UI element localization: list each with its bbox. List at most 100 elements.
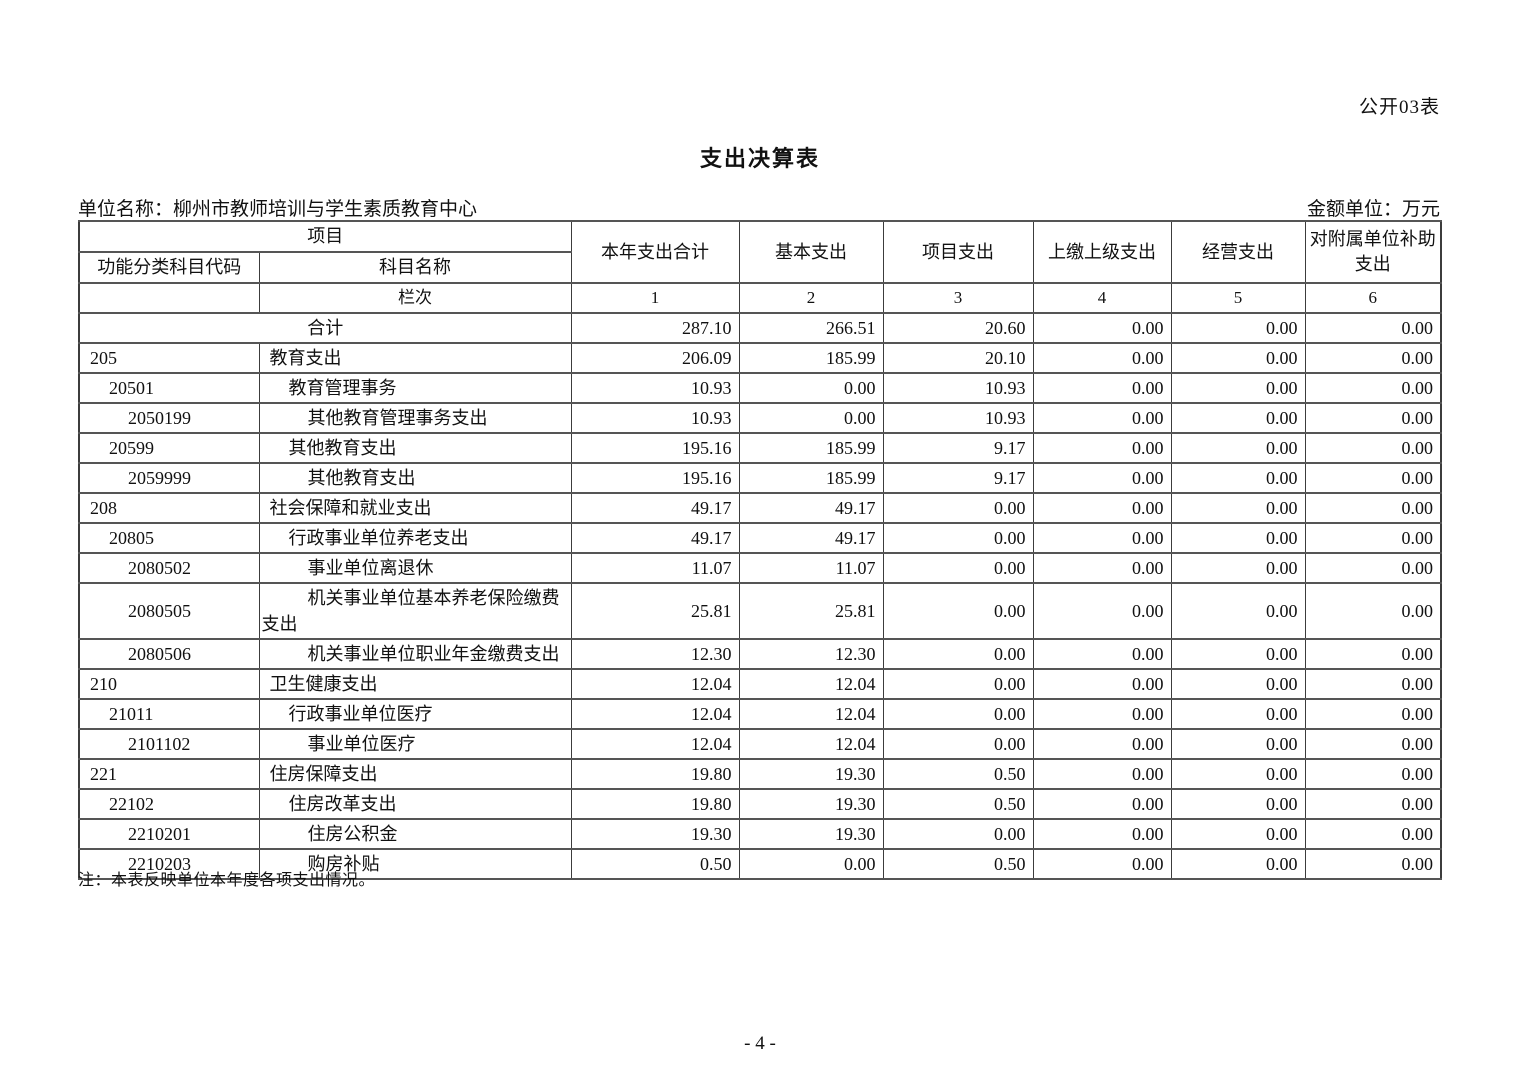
lanci-col-6: 6	[1304, 282, 1442, 314]
cell-value: 0.50	[570, 848, 740, 880]
cell-value: 0.00	[1032, 758, 1172, 790]
cell-value: 0.00	[1032, 728, 1172, 760]
table-row: 2210203 购房补贴 0.50 0.00 0.50 0.00 0.00 0.00	[78, 848, 1442, 880]
table-row: 20501 教育管理事务 10.93 0.00 10.93 0.00 0.00 0.00	[78, 372, 1442, 404]
cell-code: 2210201	[78, 818, 260, 850]
cell-value: 185.99	[738, 432, 884, 464]
cell-value: 0.00	[1170, 342, 1306, 374]
form-code: 公开03表	[1358, 97, 1440, 118]
header-col-basic: 基本支出	[738, 220, 884, 284]
cell-value: 12.04	[738, 728, 884, 760]
table-row: 20805 行政事业单位养老支出 49.17 49.17 0.00 0.00 0.00 0.0…	[78, 522, 1442, 554]
table-row: 20599 其他教育支出 195.16 185.99 9.17 0.00 0.00 0.00	[78, 432, 1442, 464]
cell-name: 住房改革支出	[258, 788, 572, 820]
cell-value: 19.80	[570, 788, 740, 820]
cell-value: 25.81	[738, 582, 884, 640]
table-row: 合计 287.10 266.51 20.60 0.00 0.00 0.00	[78, 312, 1442, 344]
cell-code: 22102	[78, 788, 260, 820]
cell-value: 0.00	[1032, 462, 1172, 494]
cell-value: 0.50	[882, 848, 1034, 880]
footnote: 注：本表反映单位本年度各项支出情况。	[78, 872, 376, 889]
cell-value: 0.00	[1032, 788, 1172, 820]
cell-value: 0.00	[1170, 312, 1306, 344]
cell-name: 教育管理事务	[258, 372, 572, 404]
cell-value: 10.93	[570, 372, 740, 404]
meta-row: 单位名称：柳州市教师培训与学生素质教育中心 金额单位：万元	[78, 194, 1440, 221]
cell-value: 0.00	[1032, 492, 1172, 524]
cell-name: 住房保障支出	[258, 758, 572, 790]
cell-value: 10.93	[570, 402, 740, 434]
cell-value: 0.00	[1032, 668, 1172, 700]
cell-value: 0.00	[1170, 848, 1306, 880]
cell-value: 0.00	[1170, 582, 1306, 640]
cell-value: 0.00	[1170, 698, 1306, 730]
cell-value: 19.30	[570, 818, 740, 850]
lanci-label: 栏次	[258, 282, 572, 314]
lanci-col-1: 1	[570, 282, 740, 314]
header-code-col: 功能分类科目代码	[78, 251, 260, 284]
cell-name: 行政事业单位养老支出	[258, 522, 572, 554]
cell-name: 事业单位医疗	[258, 728, 572, 760]
cell-value: 0.00	[1170, 462, 1306, 494]
cell-value: 0.00	[882, 818, 1034, 850]
lanci-col-5: 5	[1170, 282, 1306, 314]
cell-value: 19.30	[738, 758, 884, 790]
cell-value: 0.00	[1170, 728, 1306, 760]
cell-value: 0.00	[738, 848, 884, 880]
cell-value: 12.30	[570, 638, 740, 670]
cell-value: 12.04	[738, 698, 884, 730]
header-row-sub: 功能分类科目代码 科目名称	[78, 251, 1441, 284]
cell-name: 行政事业单位医疗	[258, 698, 572, 730]
cell-name: 机关事业单位基本养老保险缴费支出	[258, 582, 572, 640]
cell-value: 12.04	[570, 668, 740, 700]
cell-code: 221	[78, 758, 260, 790]
header-row-lanci: 栏次 1 2 3 4 5 6	[78, 282, 1442, 314]
cell-code: 20805	[78, 522, 260, 554]
cell-value: 0.00	[1170, 522, 1306, 554]
cell-value: 0.00	[1032, 312, 1172, 344]
cell-code: 20599	[78, 432, 260, 464]
cell-code: 2210203	[78, 848, 260, 880]
cell-value: 0.00	[882, 698, 1034, 730]
cell-code: 2080506	[78, 638, 260, 670]
cell-value: 9.17	[882, 462, 1034, 494]
cell-value: 0.00	[1032, 522, 1172, 554]
cell-code: 210	[78, 668, 260, 700]
cell-value: 0.00	[1170, 758, 1306, 790]
cell-name: 事业单位离退休	[258, 552, 572, 584]
cell-value: 0.00	[1170, 492, 1306, 524]
cell-value: 287.10	[570, 312, 740, 344]
table-row: 208 社会保障和就业支出 49.17 49.17 0.00 0.00 0.00 0.00	[78, 492, 1442, 524]
cell-value: 0.50	[882, 758, 1034, 790]
table-row: 2210201 住房公积金 19.30 19.30 0.00 0.00 0.00 0.00	[78, 818, 1442, 850]
cell-name: 住房公积金	[258, 818, 572, 850]
cell-name: 社会保障和就业支出	[258, 492, 572, 524]
cell-value: 0.00	[1304, 582, 1442, 640]
cell-value: 12.04	[738, 668, 884, 700]
cell-value: 0.00	[1304, 552, 1442, 584]
table-body: 合计 287.10 266.51 20.60 0.00 0.00 0.00 205 教育支出 20…	[78, 312, 1442, 880]
cell-value: 0.00	[1032, 372, 1172, 404]
cell-value: 0.00	[1304, 668, 1442, 700]
cell-name: 教育支出	[258, 342, 572, 374]
cell-value: 0.00	[1032, 818, 1172, 850]
cell-value: 49.17	[570, 522, 740, 554]
cell-value: 0.00	[882, 492, 1034, 524]
cell-total-label: 合计	[78, 312, 572, 344]
cell-value: 0.00	[1304, 492, 1442, 524]
table-row: 2050199 其他教育管理事务支出 10.93 0.00 10.93 0.00 0.00 0…	[78, 402, 1442, 434]
cell-value: 0.00	[1304, 462, 1442, 494]
cell-value: 206.09	[570, 342, 740, 374]
cell-value: 0.00	[1032, 698, 1172, 730]
cell-value: 0.00	[882, 728, 1034, 760]
cell-value: 0.50	[882, 788, 1034, 820]
cell-value: 19.30	[738, 788, 884, 820]
cell-value: 0.00	[1170, 788, 1306, 820]
table-row: 2101102 事业单位医疗 12.04 12.04 0.00 0.00 0.00 0.00	[78, 728, 1442, 760]
cell-value: 12.30	[738, 638, 884, 670]
page-title: 支出决算表	[699, 146, 820, 171]
cell-value: 0.00	[882, 522, 1034, 554]
cell-value: 0.00	[882, 582, 1034, 640]
page-number: - 4 -	[744, 1033, 776, 1054]
cell-value: 0.00	[1170, 402, 1306, 434]
